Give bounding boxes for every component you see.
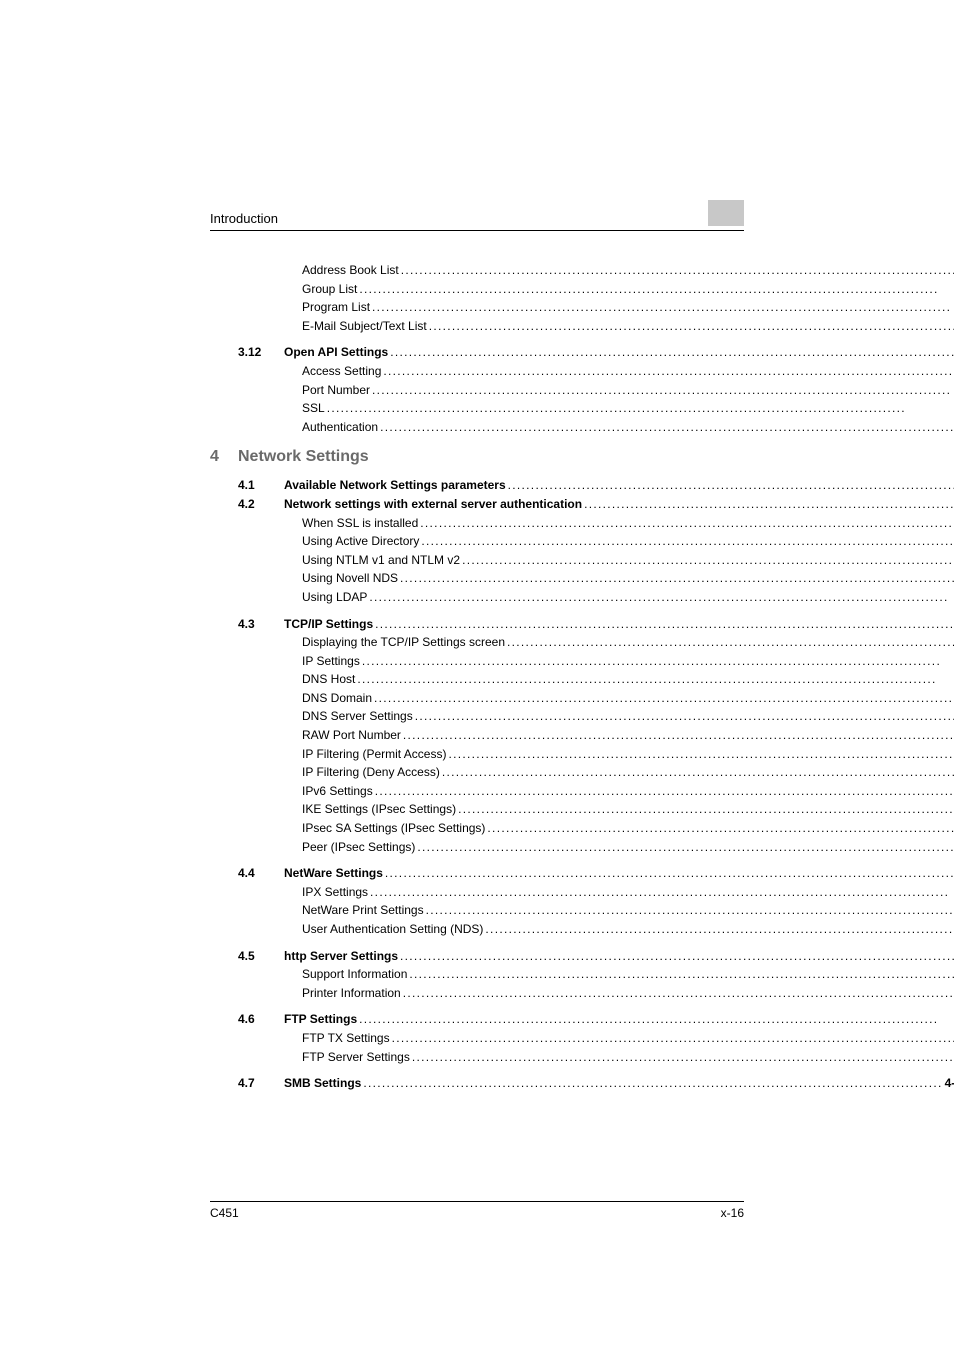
toc-entry: IP Filtering (Deny Access)4-28 <box>302 763 954 782</box>
toc-entry: IKE Settings (IPsec Settings)4-32 <box>302 800 954 819</box>
toc-entry: IPX Settings4-39 <box>302 883 954 902</box>
toc-entry: FTP Server Settings4-55 <box>302 1048 954 1067</box>
toc-sublist: When SSL is installed4-5 Using Active Di… <box>284 514 954 607</box>
toc-sublist: Address Book List3-66 Group List3-68 Pro… <box>284 261 954 335</box>
toc-entry: DNS Host4-20 <box>302 670 954 689</box>
toc-entries: Open API Settings3-73 Access Setting3-73… <box>284 343 954 436</box>
section-num: 4.5 <box>238 947 284 1003</box>
toc-entry: Port Number3-74 <box>302 381 954 400</box>
toc-section: 4.6 FTP Settings4-53 FTP TX Settings4-53… <box>210 1010 744 1066</box>
section-num: 4.6 <box>238 1010 284 1066</box>
toc-section: 4.4 NetWare Settings4-39 IPX Settings4-3… <box>210 864 744 938</box>
document-page: Introduction Address Book List3-66 Group… <box>0 0 954 1350</box>
toc-section: 4.1 Available Network Settings parameter… <box>210 476 744 495</box>
toc-sublist: Support Information4-49 Printer Informat… <box>284 965 954 1002</box>
section-num: 4.4 <box>238 864 284 938</box>
toc-entry: IPv6 Settings4-30 <box>302 782 954 801</box>
toc-entry: Access Setting3-73 <box>302 362 954 381</box>
toc-entry: Using LDAP4-14 <box>302 588 954 607</box>
toc-section: 4.3 TCP/IP Settings4-17 Displaying the T… <box>210 615 744 857</box>
toc-entry: DNS Domain4-22 <box>302 689 954 708</box>
toc-entry: DNS Server Settings4-23 <box>302 707 954 726</box>
chapter-num-col <box>210 343 238 436</box>
chapter-heading: 4 Network Settings <box>210 448 744 466</box>
toc-entry: Group List3-68 <box>302 280 954 299</box>
section-num: 3.12 <box>238 343 284 436</box>
section-num: 4.1 <box>238 476 284 495</box>
toc-entry: Using NTLM v1 and NTLM v24-10 <box>302 551 954 570</box>
toc-entry: E-Mail Subject/Text List3-71 <box>302 317 954 336</box>
toc-section: 3.12 Open API Settings3-73 Access Settin… <box>210 343 744 436</box>
toc-entry: Printer Information4-50 <box>302 984 954 1003</box>
toc-section-title: FTP Settings4-53 <box>284 1010 954 1029</box>
section-num: 4.2 <box>238 495 284 607</box>
section-num-col <box>238 261 284 335</box>
toc-section: 4.5 http Server Settings4-46 Support Inf… <box>210 947 744 1003</box>
toc-entry: Peer (IPsec Settings)4-36 <box>302 838 954 857</box>
toc-section-title: Open API Settings3-73 <box>284 343 954 362</box>
toc-entry: IPsec SA Settings (IPsec Settings)4-34 <box>302 819 954 838</box>
toc-entry: FTP TX Settings4-53 <box>302 1029 954 1048</box>
chapter-number: 4 <box>210 448 238 466</box>
toc-entry: NetWare Print Settings4-40 <box>302 901 954 920</box>
footer-right: x-16 <box>721 1206 744 1220</box>
toc-entry: IP Settings4-19 <box>302 652 954 671</box>
toc-section-title: Network settings with external server au… <box>284 495 954 514</box>
toc-entry: Address Book List3-66 <box>302 261 954 280</box>
chapter-num-col <box>210 261 238 335</box>
toc-sublist: FTP TX Settings4-53 FTP Server Settings4… <box>284 1029 954 1066</box>
toc-continuation: Address Book List3-66 Group List3-68 Pro… <box>210 261 744 335</box>
toc-entries: Address Book List3-66 Group List3-68 Pro… <box>284 261 954 335</box>
toc-entry: User Authentication Setting (NDS)4-44 <box>302 920 954 939</box>
section-num: 4.3 <box>238 615 284 857</box>
page-header: Introduction <box>210 200 744 231</box>
toc-section-title: SMB Settings4-57 <box>284 1074 954 1093</box>
toc-sublist: IPX Settings4-39 NetWare Print Settings4… <box>284 883 954 939</box>
header-color-block <box>708 200 744 226</box>
toc-section-title: Available Network Settings parameters4-2 <box>284 476 954 495</box>
toc-sublist: Access Setting3-73 Port Number3-74 SSL3-… <box>284 362 954 436</box>
toc-section: 4.7 SMB Settings4-57 <box>210 1074 744 1093</box>
toc-section: 4.2 Network settings with external serve… <box>210 495 744 607</box>
toc-entry: When SSL is installed4-5 <box>302 514 954 533</box>
toc-entry: RAW Port Number4-25 <box>302 726 954 745</box>
chapter-title: Network Settings <box>238 448 369 466</box>
toc-section-title: http Server Settings4-46 <box>284 947 954 966</box>
toc-section-title: NetWare Settings4-39 <box>284 864 954 883</box>
toc-entry: Displaying the TCP/IP Settings screen4-1… <box>302 633 954 652</box>
toc-section-title: TCP/IP Settings4-17 <box>284 615 954 634</box>
header-title: Introduction <box>210 211 278 226</box>
page-footer: C451 x-16 <box>210 1201 744 1220</box>
toc-entry: Support Information4-49 <box>302 965 954 984</box>
toc-entry: Authentication3-78 <box>302 418 954 437</box>
footer-left: C451 <box>210 1206 239 1220</box>
section-num: 4.7 <box>238 1074 284 1093</box>
toc-entry: Using Active Directory4-5 <box>302 532 954 551</box>
toc-entry: Program List3-69 <box>302 298 954 317</box>
toc-entry: IP Filtering (Permit Access)4-27 <box>302 745 954 764</box>
toc-sublist: Displaying the TCP/IP Settings screen4-1… <box>284 633 954 856</box>
toc-entry: Using Novell NDS4-12 <box>302 569 954 588</box>
toc-entry: SSL3-77 <box>302 399 954 418</box>
